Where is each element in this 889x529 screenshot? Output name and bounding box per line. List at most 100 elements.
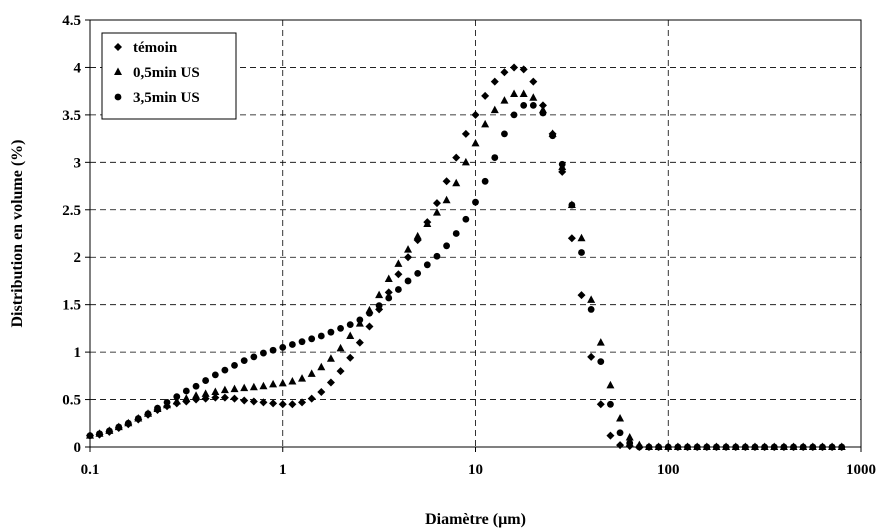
data-point-diamond (500, 68, 509, 77)
data-point-circle (462, 215, 470, 223)
data-point-circle (607, 400, 614, 408)
data-point-circle (260, 349, 267, 357)
x-tick-label: 10 (468, 462, 483, 478)
legend-label: 0,5min US (133, 65, 200, 81)
data-point-circle (202, 377, 210, 384)
data-point-circle (741, 443, 749, 451)
data-point-triangle (317, 362, 326, 371)
data-point-circle (770, 443, 778, 451)
data-point-triangle (471, 138, 480, 147)
data-point-triangle (577, 233, 586, 242)
data-point-circle (231, 361, 238, 369)
data-point-diamond (278, 400, 287, 409)
data-point-diamond (326, 378, 335, 387)
legend-item: 3,5min US (114, 90, 200, 106)
y-tick-label: 1 (74, 345, 82, 361)
data-point-diamond (211, 393, 220, 402)
data-point-circle (684, 443, 691, 451)
data-point-circle (520, 102, 528, 109)
data-point-circle (616, 429, 624, 437)
data-point-triangle (587, 295, 596, 303)
data-point-triangle (114, 67, 122, 75)
data-point-diamond (606, 431, 615, 440)
data-point-triangle (519, 89, 528, 98)
data-point-diamond (529, 77, 538, 86)
data-point-circle (713, 443, 720, 451)
data-point-circle (279, 343, 287, 351)
data-point-circle (317, 332, 325, 340)
data-point-diamond (114, 43, 122, 51)
data-point-diamond (567, 234, 576, 243)
data-point-circle (298, 338, 306, 346)
data-point-triangle (269, 379, 278, 388)
data-point-circle (491, 154, 499, 161)
data-point-diamond (471, 110, 480, 119)
data-point-circle (549, 132, 557, 140)
data-point-triangle (413, 231, 422, 240)
data-markers (86, 63, 846, 451)
data-point-triangle (336, 343, 345, 352)
data-point-diamond (365, 322, 374, 331)
data-point-circle (568, 201, 576, 209)
data-point-circle (154, 404, 161, 412)
data-point-circle (732, 443, 740, 451)
data-point-circle (809, 443, 817, 451)
y-tick-label: 0 (74, 440, 82, 456)
data-point-circle (288, 341, 296, 348)
data-point-triangle (616, 414, 625, 422)
data-point-circle (385, 294, 393, 302)
data-point-triangle (529, 93, 538, 101)
data-point-circle (134, 415, 142, 422)
data-point-triangle (230, 384, 239, 393)
data-point-circle (751, 443, 759, 451)
data-point-circle (414, 269, 422, 277)
data-point-triangle (423, 219, 432, 228)
y-tick-label: 2.5 (62, 203, 81, 219)
data-point-diamond (220, 393, 229, 402)
data-point-circle (394, 286, 402, 293)
x-tick-label: 0.1 (81, 462, 100, 478)
data-point-triangle (500, 96, 509, 104)
data-point-triangle (461, 157, 470, 166)
data-point-circle (510, 111, 518, 119)
data-point-diamond (384, 288, 393, 297)
data-point-circle (124, 419, 132, 427)
data-point-circle (558, 160, 566, 168)
y-tick-label: 3.5 (62, 108, 81, 124)
data-point-circle (635, 443, 643, 451)
data-point-circle (693, 443, 701, 451)
data-point-circle (240, 357, 248, 365)
data-point-diamond (519, 65, 528, 74)
data-point-circle (472, 198, 479, 206)
data-point-circle (433, 252, 441, 260)
data-point-circle (221, 366, 229, 374)
data-point-circle (114, 93, 122, 101)
data-point-circle (173, 393, 181, 401)
data-point-triangle (278, 378, 287, 387)
data-point-triangle (432, 208, 441, 216)
data-point-circle (664, 443, 672, 451)
data-point-triangle (288, 377, 297, 385)
data-point-circle (404, 277, 412, 285)
data-point-circle (308, 335, 316, 343)
data-point-triangle (211, 387, 220, 395)
data-point-triangle (201, 389, 210, 397)
x-axis-title: Diamètre (µm) (425, 511, 526, 528)
data-point-circle (645, 443, 653, 451)
data-point-circle (655, 443, 663, 451)
data-point-circle (144, 410, 152, 418)
axis-ticks: 0 0.5 1 1.5 2 2.5 3 3.5 4 4.5 0.1 1 10 100 1000 (62, 13, 876, 478)
data-point-circle (587, 306, 595, 313)
data-point-circle (375, 302, 383, 310)
data-point-circle (761, 443, 769, 451)
data-point-triangle (259, 381, 268, 390)
data-point-triangle (596, 338, 605, 346)
data-point-circle (182, 387, 190, 395)
data-point-triangle (510, 89, 519, 98)
y-tick-label: 1.5 (62, 298, 81, 314)
data-point-diamond (298, 398, 307, 407)
y-tick-label: 4 (74, 60, 82, 76)
data-point-diamond (336, 367, 345, 376)
legend-label: 3,5min US (133, 90, 200, 106)
legend-label: témoin (133, 40, 178, 56)
